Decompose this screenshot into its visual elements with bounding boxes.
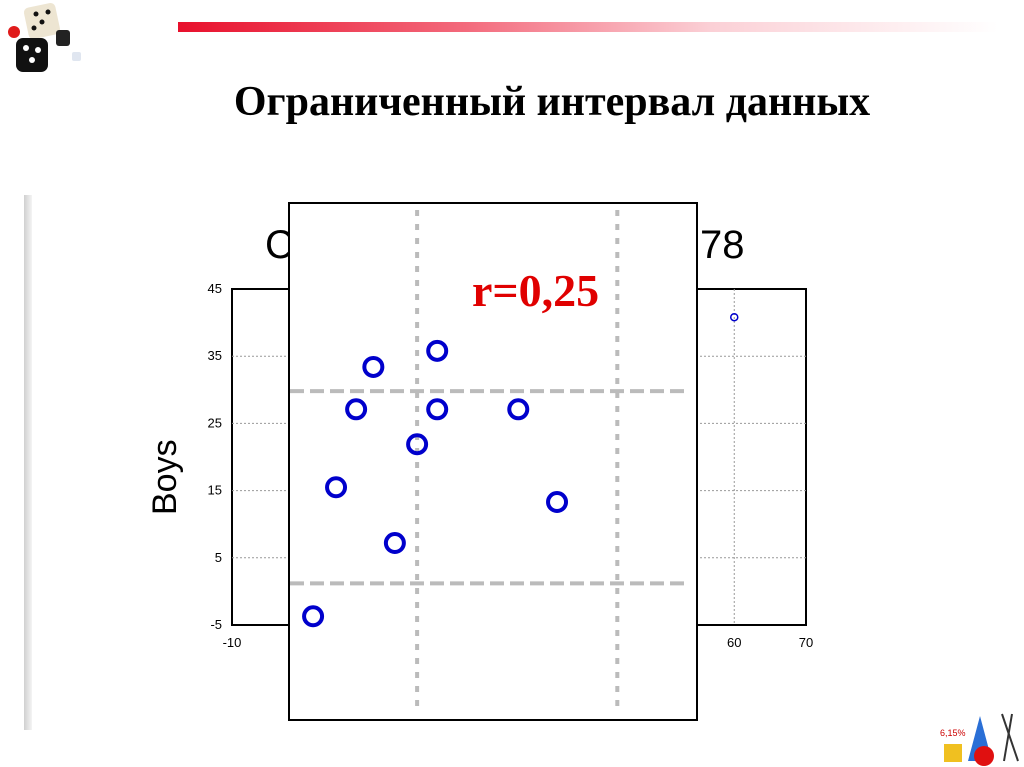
- data-point: [325, 476, 348, 499]
- correlation-label: r=0,25: [472, 265, 600, 316]
- x-tick-label: 70: [799, 635, 813, 650]
- title-accent-bar: [178, 22, 998, 32]
- data-point: [730, 312, 739, 322]
- x-tick-label: -10: [223, 635, 242, 650]
- dice-icon: [8, 2, 81, 72]
- y-tick-label: 35: [208, 348, 222, 363]
- data-point: [426, 339, 449, 362]
- data-point: [345, 398, 368, 421]
- slide-title: Ограниченный интервал данных: [233, 79, 871, 125]
- data-point: [362, 355, 385, 378]
- data-point: [383, 532, 406, 555]
- y-axis-label: Boys: [146, 439, 184, 515]
- restricted-scatter: [290, 210, 690, 714]
- chart-title-fragment: 78: [700, 223, 745, 267]
- logo-text: 6,15%: [940, 728, 966, 738]
- math-shapes-icon: 6,15%: [940, 713, 1019, 766]
- data-point: [507, 398, 530, 421]
- x-tick-label: 60: [727, 635, 741, 650]
- data-point: [302, 605, 325, 628]
- restricted-range-panel: [288, 202, 698, 721]
- y-tick-label: 15: [208, 483, 222, 498]
- left-decorative-bar: [24, 195, 32, 730]
- y-tick-label: 25: [208, 415, 222, 430]
- y-tick-label: -5: [210, 617, 222, 632]
- data-point: [426, 398, 449, 421]
- y-tick-label: 45: [208, 281, 222, 296]
- data-point: [406, 433, 429, 456]
- data-point: [546, 491, 569, 514]
- y-tick-label: 5: [215, 550, 222, 565]
